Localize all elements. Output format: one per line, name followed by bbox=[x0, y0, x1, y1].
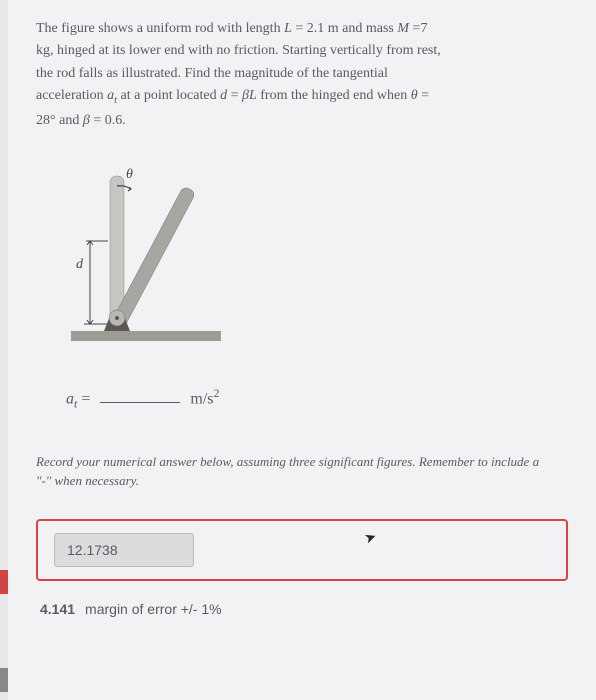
feedback-line: 4.141 margin of error +/- 1% bbox=[40, 601, 568, 617]
d-label: d bbox=[76, 257, 84, 272]
answer-blank bbox=[100, 402, 180, 403]
question-panel: The figure shows a uniform rod with leng… bbox=[8, 0, 596, 700]
val-theta: 28° bbox=[36, 113, 56, 128]
instruction-text: Record your numerical answer below, assu… bbox=[36, 452, 568, 491]
correct-value: 4.141 bbox=[40, 601, 75, 617]
var-bL: βL bbox=[242, 88, 257, 103]
q-text-2: kg, hinged at its lower end with no fric… bbox=[36, 43, 441, 58]
var-beta: β bbox=[83, 113, 90, 128]
q-text-1: The figure shows a uniform rod with leng… bbox=[36, 21, 284, 36]
margin-text: margin of error +/- 1% bbox=[85, 601, 222, 617]
val-M: 7 bbox=[420, 21, 427, 36]
q-eq-theta: = bbox=[418, 88, 429, 103]
prompt-a: a bbox=[66, 390, 74, 407]
q-eq-d: = bbox=[227, 88, 242, 103]
q-text-4b: at a point located bbox=[117, 88, 220, 103]
q-text-3: the rod falls as illustrated. Find the m… bbox=[36, 66, 388, 81]
var-L: L bbox=[284, 21, 292, 36]
q-eq-M: = bbox=[409, 21, 420, 36]
question-text: The figure shows a uniform rod with leng… bbox=[36, 18, 568, 132]
q-eq-L: = bbox=[292, 21, 307, 36]
prompt-eq: = bbox=[77, 390, 94, 407]
val-beta: 0.6 bbox=[105, 113, 123, 128]
answer-input[interactable] bbox=[54, 533, 194, 567]
theta-label: θ bbox=[126, 167, 133, 182]
q-text-4c: from the hinged end when bbox=[257, 88, 411, 103]
hinge-pin bbox=[115, 316, 119, 320]
ground-rect bbox=[71, 331, 221, 341]
prompt-unit: m/s bbox=[190, 390, 213, 407]
answer-prompt: at = m/s2 bbox=[66, 386, 568, 412]
val-L: 2.1 bbox=[307, 21, 325, 36]
var-M: M bbox=[397, 21, 409, 36]
rod-figure: θ d bbox=[66, 156, 246, 356]
q-period: . bbox=[122, 113, 126, 128]
unit-L: m and mass bbox=[324, 21, 397, 36]
answer-box bbox=[36, 519, 568, 581]
q-text-5a: and bbox=[56, 113, 83, 128]
var-theta: θ bbox=[411, 88, 418, 103]
q-text-4a: acceleration bbox=[36, 88, 107, 103]
prompt-unit-sup: 2 bbox=[214, 386, 220, 400]
side-tab-red bbox=[0, 570, 8, 594]
q-eq-beta: = bbox=[90, 113, 105, 128]
side-tab-gray bbox=[0, 668, 8, 692]
instruction-line1: Record your numerical answer below, assu… bbox=[36, 454, 539, 469]
rod-svg: θ d bbox=[66, 156, 246, 356]
instruction-line2: "-" when necessary. bbox=[36, 473, 139, 488]
